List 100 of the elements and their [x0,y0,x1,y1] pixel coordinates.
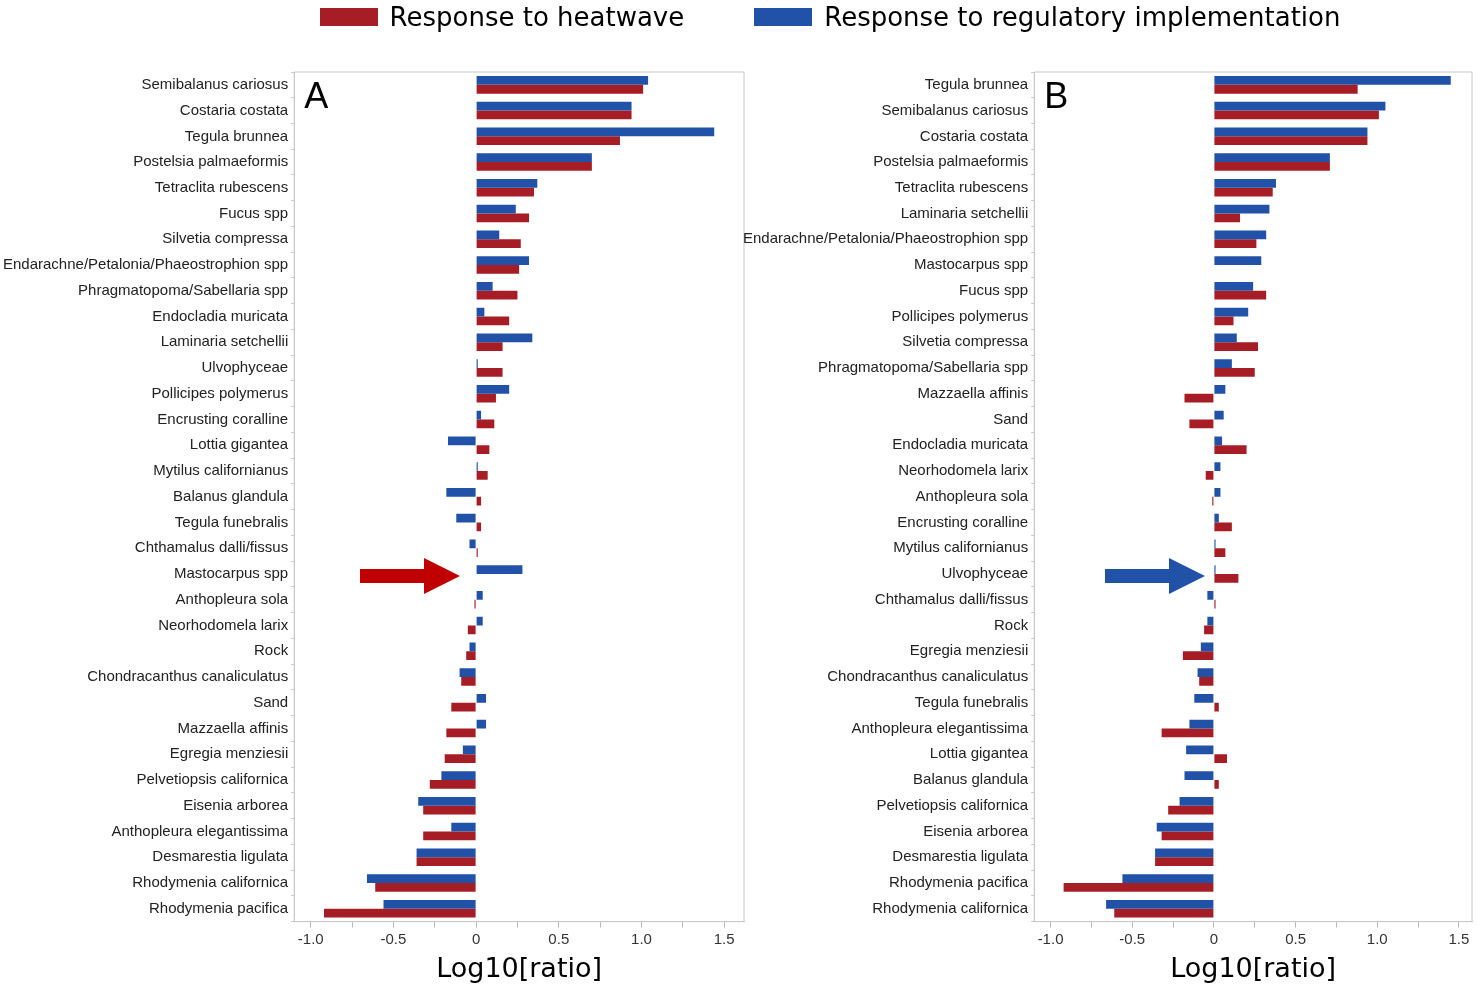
bar [1106,899,1214,909]
bar [1214,290,1267,300]
bar [423,805,476,815]
bar [1214,101,1386,111]
bar [1214,239,1257,249]
bar [1214,333,1237,343]
y-tick-label: Semibalanus cariosus [881,100,1029,118]
y-tick-label: Egregia menziesii [909,641,1029,659]
y-tick-label: Rhodymenia californica [132,873,289,891]
bar [476,368,503,377]
bar [1184,393,1214,403]
y-tick-label: Fucus spp [959,280,1029,298]
bar [476,101,632,111]
bar [1214,162,1330,171]
bar [1155,857,1214,866]
bar [1189,719,1214,729]
bar [1214,522,1232,532]
bar [375,882,476,892]
y-tick-label: Fucus spp [219,203,289,221]
y-tick-label: Eisenia arborea [923,821,1029,839]
bar [1214,204,1270,214]
bar [1214,187,1273,197]
y-tick-label: Chthamalus dalli/fissus [874,589,1029,607]
bar [1214,84,1358,94]
x-tick-label: -1.0 [1037,929,1064,947]
bar [1205,471,1214,480]
x-tick-label: 0 [1209,929,1219,947]
y-tick-label: Sand [993,409,1029,427]
x-tick-label: 0.5 [548,929,570,947]
bar [476,410,482,420]
y-tick-label: Phragmatopoma/Sabellaria spp [78,280,289,298]
y-tick-label: Anthopleura sola [175,589,289,607]
y-tick-label: Tegula funebralis [174,512,289,530]
bar [1214,754,1227,764]
bar [1214,153,1330,163]
bar [1214,213,1241,223]
bar [446,728,476,738]
bar [476,445,490,455]
bar [416,848,476,858]
legend-label: Response to heatwave [389,2,685,32]
bar [1214,127,1368,137]
bar [1214,702,1219,712]
y-tick-label: Chondracanthus canaliculatus [827,667,1029,685]
bar [476,187,534,197]
bar [1214,342,1259,352]
annotation: B [1044,74,1069,116]
bar [1214,110,1379,120]
bar [1214,436,1223,446]
bar [466,651,476,661]
bar [1214,445,1247,455]
y-tick-label: Anthopleura sola [915,486,1029,504]
y-tick-label: Pelvetiopsis californica [876,795,1029,813]
bar [476,393,496,403]
x-tick-label: -1.0 [297,929,324,947]
y-tick-label: Lottia gigantea [929,744,1029,762]
bar [476,110,632,120]
bar [1207,616,1214,626]
bar [476,316,510,326]
bar [1161,831,1214,841]
bar [469,642,476,652]
y-tick-label: Tetraclita rubescens [154,178,289,195]
bar [451,702,476,712]
y-tick-label: Tegula brunnea [184,126,289,144]
y-tick-label: Tetraclita rubescens [894,178,1029,195]
bar [476,471,488,480]
bar [456,513,476,523]
x-tick-label: -0.5 [1119,929,1146,947]
y-tick-label: Endocladia muricata [152,306,289,324]
annotation: A [304,74,329,116]
y-tick-label: Endarachne/Petalonia/Phaeostrophion spp [2,255,289,273]
y-tick-label: Phragmatopoma/Sabellaria spp [818,358,1029,376]
bar [476,136,620,146]
y-tick-label: Pollicipes polymerus [891,306,1029,324]
bar [1168,805,1214,815]
y-tick-label: Ulvophyceae [201,358,289,376]
y-tick-label: Lottia gigantea [189,435,289,453]
bar [476,290,518,300]
bar [476,307,485,317]
y-tick-label: Anthopleura elegantissima [111,821,289,839]
bar [476,694,487,703]
bar [1214,548,1226,558]
bar [476,76,649,85]
y-tick-label: Mazzaella affinis [917,383,1029,401]
bar [323,908,476,918]
bar [476,256,530,266]
bar [476,153,592,163]
bar [416,857,476,866]
bar [451,822,476,832]
bar [1179,796,1214,806]
bar [383,899,476,909]
bar [476,496,482,506]
y-tick-label: Costaria costata [179,100,289,118]
bar [462,745,476,755]
y-tick-label: Neorhodomela larix [898,461,1029,479]
x-tick-label: 0 [471,929,481,947]
bar [1214,316,1234,326]
y-tick-label: Pollicipes polymerus [151,383,289,401]
bar [476,385,510,394]
bar [476,719,487,729]
bar [1184,771,1214,780]
